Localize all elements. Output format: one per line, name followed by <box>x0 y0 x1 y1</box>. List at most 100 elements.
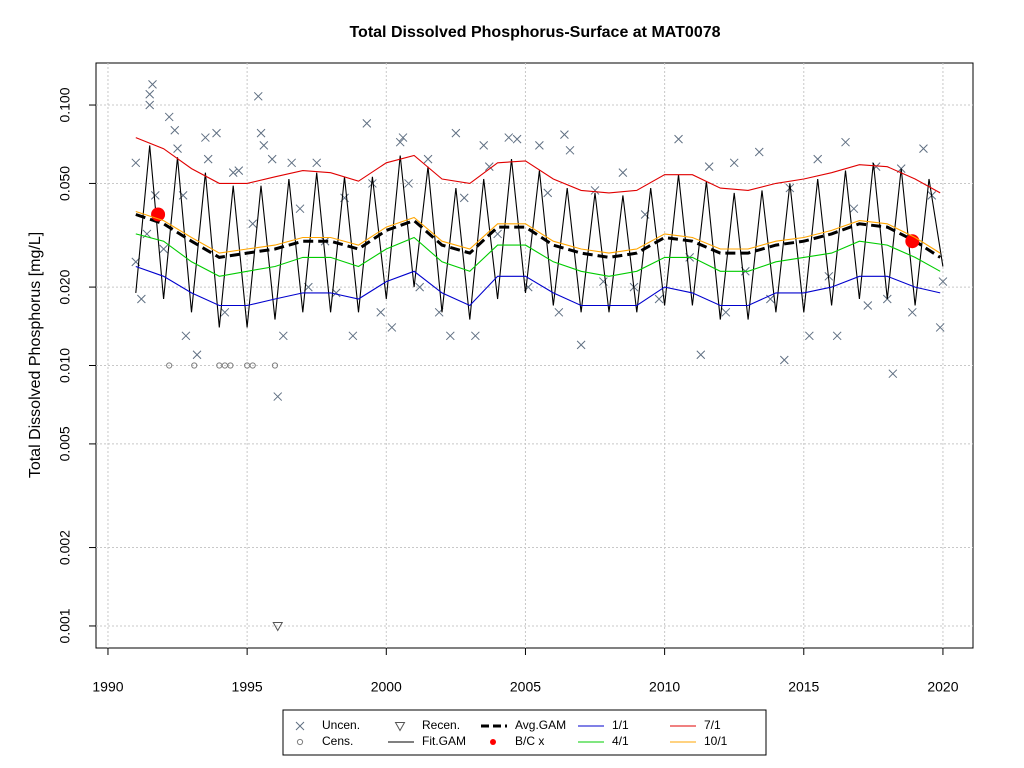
data-point <box>576 340 586 350</box>
data-point <box>278 331 288 341</box>
data-point <box>919 144 928 154</box>
y-axis-title: Total Dissolved Phosphorus [mg/L] <box>27 232 44 478</box>
legend-label: Fit.GAM <box>422 734 466 748</box>
data-point <box>512 134 522 144</box>
legend-symbol <box>394 722 406 732</box>
x-tick-label: 2015 <box>788 679 819 695</box>
data-point <box>181 331 191 341</box>
data-point <box>459 193 469 203</box>
legend-label: 1/1 <box>612 718 629 732</box>
legend-label: Cens. <box>322 734 353 748</box>
data-point <box>484 162 494 172</box>
data-point <box>295 204 305 214</box>
data-point <box>398 133 408 142</box>
data-point <box>249 362 256 369</box>
data-point <box>164 112 174 122</box>
data-point <box>145 100 155 110</box>
data-point <box>376 307 386 317</box>
data-point <box>863 301 873 310</box>
data-point <box>267 154 277 164</box>
series-line <box>135 233 941 277</box>
data-point <box>565 145 575 155</box>
data-point <box>331 288 341 298</box>
legend-symbol <box>296 738 304 746</box>
data-point <box>754 147 764 157</box>
data-point <box>131 158 141 168</box>
legend-label: 10/1 <box>704 734 728 748</box>
data-point <box>535 141 544 150</box>
data-point <box>234 166 244 175</box>
data-point <box>145 89 155 99</box>
y-tick-label: 0.002 <box>57 530 73 565</box>
data-point <box>256 128 266 138</box>
data-point <box>166 362 173 369</box>
data-point <box>504 133 514 142</box>
data-point <box>674 134 683 144</box>
series-line <box>135 265 941 307</box>
data-point <box>554 307 564 317</box>
data-point <box>287 158 297 168</box>
data-point <box>220 307 230 317</box>
data-point <box>935 323 945 332</box>
data-point <box>560 130 569 139</box>
data-point <box>888 369 898 379</box>
data-point <box>479 141 489 150</box>
data-point <box>227 362 234 369</box>
data-point <box>704 162 714 172</box>
y-tick-label: 0.100 <box>57 87 73 122</box>
data-point <box>312 158 322 168</box>
data-point <box>192 350 202 360</box>
x-tick-label: 1990 <box>92 679 123 695</box>
plot-frame <box>95 62 974 649</box>
series-line <box>135 137 941 194</box>
data-point <box>212 128 221 138</box>
legend-symbol <box>295 721 305 731</box>
data-point <box>618 168 628 178</box>
legend-label: 4/1 <box>612 734 629 748</box>
data-point <box>471 331 480 341</box>
data-point <box>841 137 850 147</box>
data-point <box>151 207 166 222</box>
data-point <box>203 154 213 164</box>
legend-label: Avg.GAM <box>515 718 566 732</box>
data-point <box>779 355 789 365</box>
data-point <box>938 277 948 286</box>
data-point <box>148 80 157 89</box>
data-point <box>362 119 372 128</box>
data-point <box>201 133 210 142</box>
legend-label: Recen. <box>422 718 460 732</box>
x-tick-label: 2005 <box>510 679 541 695</box>
legend-label: 7/1 <box>704 718 721 732</box>
legend-box <box>282 709 767 756</box>
y-tick-label: 0.050 <box>57 166 73 201</box>
data-point <box>191 362 198 369</box>
data-point <box>849 204 859 214</box>
x-tick-label: 2020 <box>927 679 958 695</box>
data-point <box>253 91 263 101</box>
x-tick-label: 2000 <box>371 679 402 695</box>
legend-label: Uncen. <box>322 718 360 732</box>
data-point <box>590 186 600 195</box>
data-point <box>729 158 739 168</box>
data-point <box>273 392 283 401</box>
chart-title: Total Dissolved Phosphorus-Surface at MA… <box>349 24 720 41</box>
series-line <box>135 210 941 254</box>
data-point <box>907 307 917 317</box>
data-point <box>271 362 279 369</box>
avg-line <box>135 213 942 259</box>
data-point <box>543 188 553 198</box>
y-tick-label: 0.020 <box>57 269 73 304</box>
x-tick-label: 1995 <box>232 679 263 695</box>
data-point <box>170 125 180 135</box>
data-point <box>368 179 377 188</box>
data-point <box>272 621 284 632</box>
y-tick-label: 0.005 <box>57 426 73 461</box>
data-point <box>404 179 413 188</box>
data-point <box>832 331 842 341</box>
data-point <box>451 128 461 138</box>
data-point <box>415 282 425 292</box>
data-point <box>259 141 269 150</box>
data-point <box>159 244 168 254</box>
x-tick-label: 2010 <box>649 679 680 695</box>
data-point <box>395 137 405 147</box>
